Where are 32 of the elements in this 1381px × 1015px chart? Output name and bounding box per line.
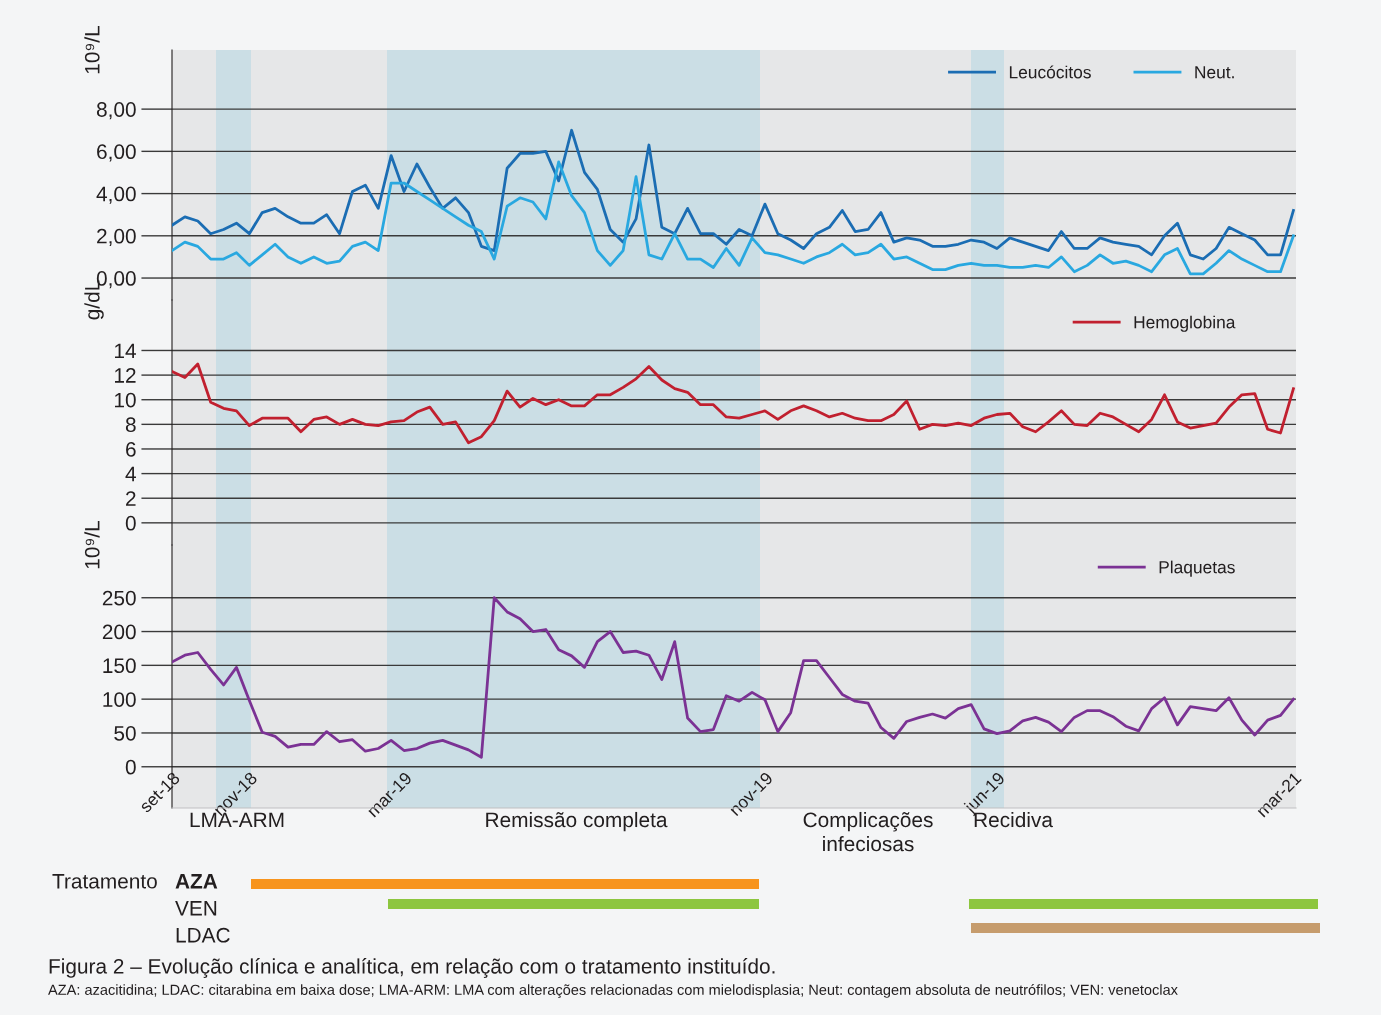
y-axis-title: 10⁹/L: [84, 25, 100, 74]
y-tick-label: 4,00: [96, 186, 136, 204]
legend-label: Plaquetas: [1159, 560, 1235, 577]
text: LDAC: [176, 927, 230, 943]
text: AZA: [175, 874, 218, 889]
y-tick-label: 4: [125, 466, 136, 482]
text: Complicações infeciosas: [803, 811, 933, 852]
text: VEN: [175, 901, 217, 916]
legend-label: Leucócitos: [1009, 65, 1091, 79]
y-tick-label: 50: [114, 725, 136, 741]
y-tick-label: 12: [115, 368, 136, 383]
y-tick-label: 200: [102, 624, 136, 640]
y-tick-label: 250: [102, 590, 136, 606]
text: Tratamento: [52, 874, 157, 889]
y-tick-label: 6,00: [97, 144, 136, 162]
legend-label: Neut.: [1195, 66, 1234, 79]
legend-label: Hemoglobina: [1134, 315, 1236, 332]
y-tick-label: 100: [103, 692, 136, 707]
y-tick-label: 14: [115, 343, 136, 359]
y-axis-title: 10⁹/L: [84, 520, 100, 569]
y-tick-label: 0: [125, 759, 136, 775]
text: Remissão completa: [486, 811, 668, 832]
y-tick-label: 150: [103, 658, 136, 674]
text: Figura 2 – Evolução clínica e analítica, em relação com o tratamento instituído.: [49, 958, 775, 978]
y-tick-label: 2,00: [97, 228, 136, 247]
y-tick-label: 8,00: [96, 102, 136, 120]
y-tick-label: 10: [115, 392, 136, 408]
y-tick-label: 2: [126, 491, 136, 506]
text: AZA: azacitidina; LDAC: citarabina em baixa dose; LMA-ARM: LMA com alterações relacionadas com mielodisplasia; Neut: contagem absoluta de neutrófilos; VEN: venetoclax: [48, 984, 1178, 998]
y-tick-label: 8: [125, 417, 136, 433]
y-tick-label: 0: [125, 515, 136, 531]
y-tick-label: 6: [126, 441, 136, 457]
